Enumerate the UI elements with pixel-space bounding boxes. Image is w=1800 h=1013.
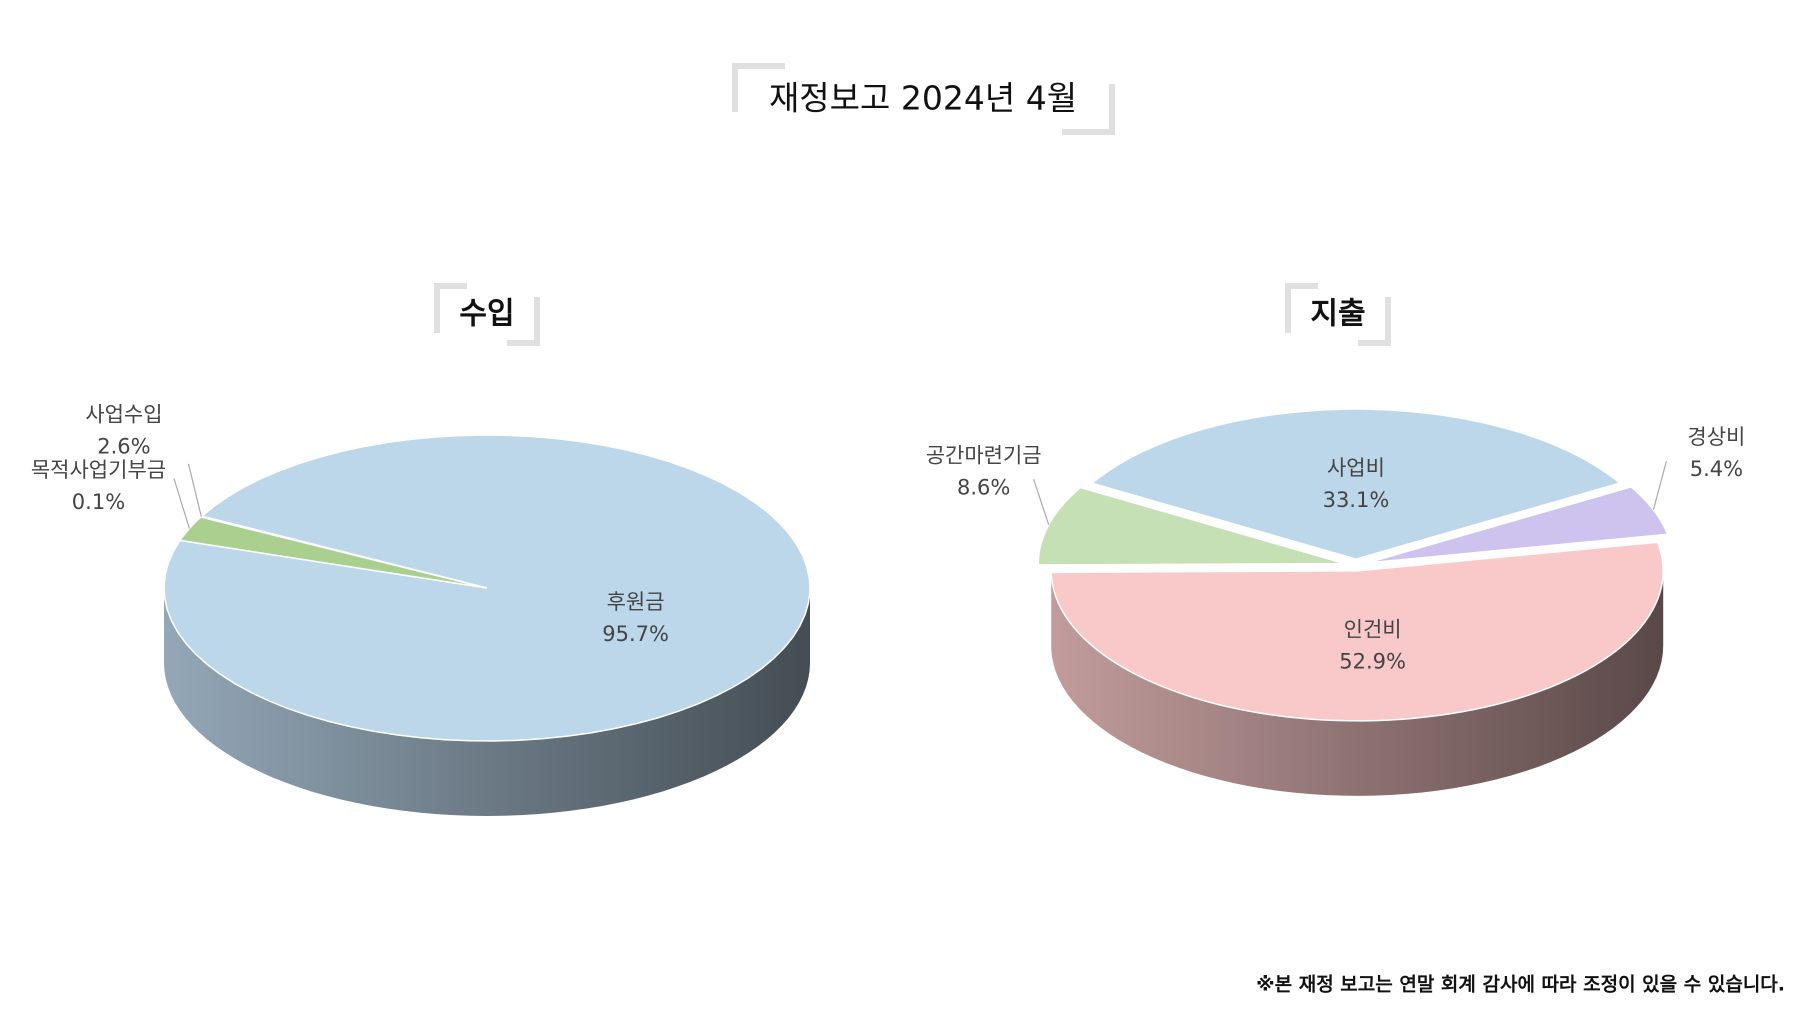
leader-line [187,463,202,517]
pie-slice [1367,486,1669,564]
subtitle-bracket [507,297,540,346]
slice-label: 후원금 [607,590,665,614]
slice-value: 0.1% [72,490,125,514]
slice-value: 52.9% [1339,649,1406,673]
subtitle-bracket [1285,283,1318,333]
leader-line [1652,461,1667,511]
pie-side [164,588,810,816]
pie-slice [1050,541,1664,722]
page-title: 재정보고 2024년 4월 [769,79,1077,118]
slice-value: 5.4% [1690,457,1743,481]
pie-slice [1090,408,1622,560]
subtitle-bracket [1358,297,1391,346]
pie-sides [164,588,810,816]
slice-label: 인건비 [1344,617,1402,641]
pie-sides [1038,563,1664,796]
leader-line [1033,479,1050,526]
slice-value: 8.6% [957,475,1010,499]
title-bracket [732,63,785,112]
leader-line [173,478,190,529]
slice-label: 공간마련기금 [926,443,1042,467]
slice-label: 경상비 [1687,425,1745,449]
chart-title: 지출 [1310,297,1365,332]
slice-value: 95.7% [602,622,669,646]
slice-label: 사업수입 [85,402,162,426]
slice-label: 사업비 [1327,456,1385,480]
footnote: ※본 재정 보고는 연말 회계 감사에 따라 조정이 있을 수 있습니다. [1256,974,1785,996]
pie-side [1051,570,1664,796]
slice-value: 2.6% [97,434,150,458]
chart-title: 수입 [459,297,514,332]
slice-value: 33.1% [1323,488,1390,512]
subtitle-bracket [434,283,467,333]
title-bracket [1062,84,1115,135]
slice-label: 목적사업기부금 [31,458,166,482]
